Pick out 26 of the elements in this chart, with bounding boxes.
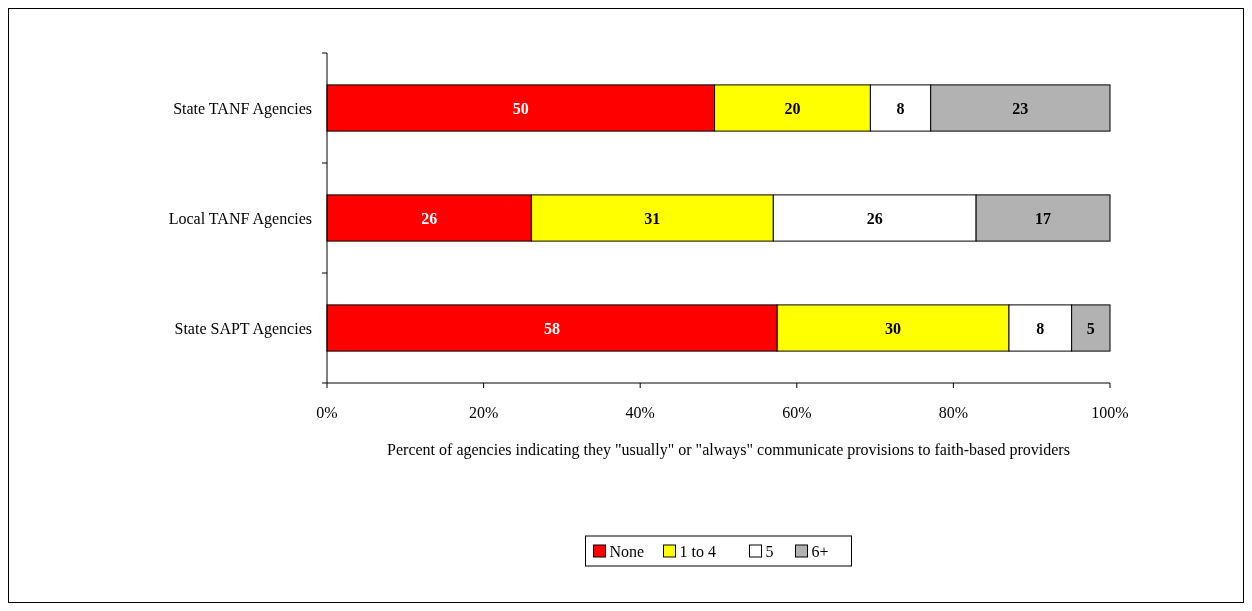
data-label: 58 (544, 319, 561, 337)
legend-label: 6+ (811, 542, 829, 560)
x-axis-title: Percent of agencies indicating they "usually" or "always" communicate provisions to faith-based providers (387, 441, 1070, 459)
x-tick-label: 80% (938, 404, 969, 421)
legend-label: 1 to 4 (679, 542, 716, 560)
data-label: 26 (421, 209, 438, 227)
x-tick-label: 100% (1091, 404, 1129, 421)
legend-label: 5 (765, 542, 774, 560)
x-tick-label: 0% (316, 404, 338, 421)
data-label: 26 (866, 209, 883, 227)
data-label: 20 (784, 99, 801, 117)
x-tick-label: 40% (625, 404, 655, 421)
data-label: 5 (1086, 319, 1095, 337)
y-tick-label: State SAPT Agencies (174, 319, 312, 338)
data-label: 50 (512, 99, 529, 117)
data-label: 30 (885, 319, 902, 337)
y-tick-label: Local TANF Agencies (168, 209, 312, 228)
data-label: 31 (644, 209, 661, 227)
legend-label: None (609, 542, 645, 560)
x-tick-label: 20% (468, 404, 499, 421)
data-label: 8 (896, 99, 905, 117)
data-label: 23 (1012, 99, 1029, 117)
x-tick-label: 60% (782, 404, 812, 421)
data-label: 17 (1035, 209, 1052, 227)
data-label: 8 (1036, 319, 1045, 337)
y-tick-label: State TANF Agencies (173, 99, 312, 118)
